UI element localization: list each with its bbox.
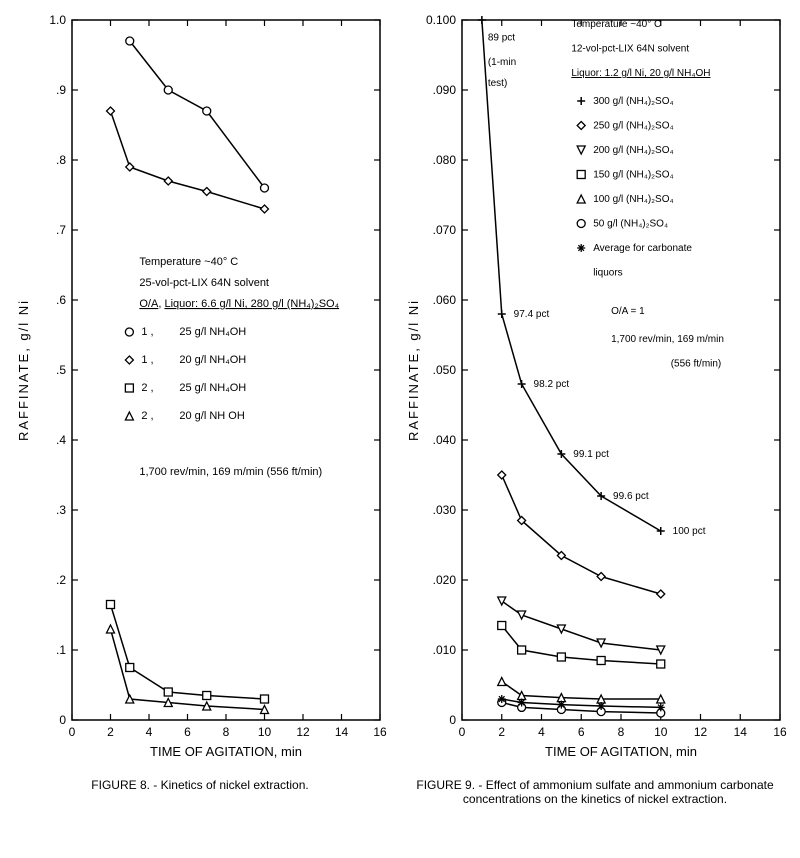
svg-text:0: 0 [69, 725, 76, 739]
svg-text:100 pct: 100 pct [673, 526, 706, 537]
svg-text:.8: .8 [56, 153, 66, 167]
svg-text:.6: .6 [56, 293, 66, 307]
svg-text:1,700 rev/min, 169 m/min (556: 1,700 rev/min, 169 m/min (556 ft/min) [139, 466, 322, 478]
svg-text:16: 16 [773, 725, 787, 739]
svg-text:Temperature ~40° C: Temperature ~40° C [571, 19, 661, 30]
svg-text:12: 12 [694, 725, 708, 739]
svg-text:1.0: 1.0 [49, 13, 66, 27]
svg-text:8: 8 [223, 725, 230, 739]
svg-text:250 g/l (NH₄)₂SO₄: 250 g/l (NH₄)₂SO₄ [593, 121, 673, 132]
svg-text:4: 4 [538, 725, 545, 739]
svg-text:.080: .080 [433, 153, 457, 167]
svg-text:test): test) [488, 78, 507, 89]
svg-text:12: 12 [296, 725, 310, 739]
svg-text:.050: .050 [433, 363, 457, 377]
svg-text:10: 10 [258, 725, 272, 739]
svg-text:10: 10 [654, 725, 668, 739]
svg-text:(1-min: (1-min [488, 57, 516, 68]
svg-text:.1: .1 [56, 643, 66, 657]
svg-text:.070: .070 [433, 223, 457, 237]
svg-text:1 ,: 1 , [141, 326, 153, 338]
svg-text:0: 0 [449, 713, 456, 727]
svg-text:300 g/l (NH₄)₂SO₄: 300 g/l (NH₄)₂SO₄ [593, 96, 673, 107]
svg-text:1 ,: 1 , [141, 354, 153, 366]
svg-text:TIME OF AGITATION, min: TIME OF AGITATION, min [545, 744, 697, 759]
svg-text:14: 14 [335, 725, 349, 739]
figure-9-chart: 0 2 4 6 8 10 12 14 16 0 .010 .020 .030 .040 .050 .060 .0… [400, 10, 790, 770]
svg-text:1,700 rev/min, 169 m/min: 1,700 rev/min, 169 m/min [611, 334, 724, 345]
svg-text:99.1 pct: 99.1 pct [573, 449, 609, 460]
svg-text:Average for carbonate: Average for carbonate [593, 243, 692, 254]
svg-text:12-vol-pct-LIX 64N solvent: 12-vol-pct-LIX 64N solvent [571, 44, 689, 55]
svg-text:25-vol-pct-LIX 64N solvent: 25-vol-pct-LIX 64N solvent [139, 277, 269, 289]
svg-text:.9: .9 [56, 83, 66, 97]
svg-text:liquors: liquors [593, 268, 622, 279]
svg-text:.7: .7 [56, 223, 66, 237]
svg-text:2: 2 [498, 725, 505, 739]
svg-text:2 ,: 2 , [141, 410, 153, 422]
svg-text:RAFFINATE, g/l Ni: RAFFINATE, g/l Ni [406, 299, 421, 441]
svg-text:2 ,: 2 , [141, 382, 153, 394]
svg-text:TIME OF AGITATION, min: TIME OF AGITATION, min [150, 744, 302, 759]
svg-text:.2: .2 [56, 573, 66, 587]
svg-text:25 g/l NH₄OH: 25 g/l NH₄OH [179, 326, 246, 338]
svg-text:25 g/l NH₄OH: 25 g/l NH₄OH [179, 382, 246, 394]
svg-text:.060: .060 [433, 293, 457, 307]
svg-text:16: 16 [373, 725, 387, 739]
figure-8: 0 2 4 6 8 10 12 14 16 0 .1 .2 .3 .4 .5 .6 .7 .8 .9 1.0 TIME … [10, 10, 390, 806]
svg-text:98.2 pct: 98.2 pct [534, 379, 570, 390]
svg-text:200 g/l (NH₄)₂SO₄: 200 g/l (NH₄)₂SO₄ [593, 145, 673, 156]
svg-text:14: 14 [734, 725, 748, 739]
svg-text:6: 6 [184, 725, 191, 739]
svg-text:O/A, Liquor: 6.6 g/l Ni, 280 g: O/A, Liquor: 6.6 g/l Ni, 280 g/l (NH₄)₂S… [139, 298, 339, 310]
figures-row: 0 2 4 6 8 10 12 14 16 0 .1 .2 .3 .4 .5 .6 .7 .8 .9 1.0 TIME … [10, 10, 790, 806]
svg-text:.030: .030 [433, 503, 457, 517]
figure-9: 0 2 4 6 8 10 12 14 16 0 .010 .020 .030 .040 .050 .060 .0… [400, 10, 790, 806]
svg-text:0: 0 [59, 713, 66, 727]
svg-text:99.6 pct: 99.6 pct [613, 491, 649, 502]
svg-text:100 g/l (NH₄)₂SO₄: 100 g/l (NH₄)₂SO₄ [593, 194, 673, 205]
svg-text:Liquor: 1.2 g/l Ni, 20 g/l NH₄: Liquor: 1.2 g/l Ni, 20 g/l NH₄OH [571, 68, 710, 79]
svg-text:20 g/l NH₄OH: 20 g/l NH₄OH [179, 354, 246, 366]
svg-text:8: 8 [618, 725, 625, 739]
figure-9-caption: FIGURE 9. - Effect of ammonium sulfate a… [405, 778, 785, 806]
svg-text:.020: .020 [433, 573, 457, 587]
svg-text:.090: .090 [433, 83, 457, 97]
svg-text:150 g/l (NH₄)₂SO₄: 150 g/l (NH₄)₂SO₄ [593, 170, 673, 181]
svg-text:0: 0 [459, 725, 466, 739]
svg-text:2: 2 [107, 725, 114, 739]
svg-text:Temperature ~40° C: Temperature ~40° C [139, 256, 238, 268]
svg-text:.040: .040 [433, 433, 457, 447]
svg-text:0.100: 0.100 [426, 13, 456, 27]
svg-text:.010: .010 [433, 643, 457, 657]
svg-text:.4: .4 [56, 433, 66, 447]
svg-text:O/A = 1: O/A = 1 [611, 306, 645, 317]
svg-text:.5: .5 [56, 363, 66, 377]
svg-text:89 pct: 89 pct [488, 33, 515, 44]
svg-text:4: 4 [146, 725, 153, 739]
svg-text:20 g/l NH OH: 20 g/l NH OH [179, 410, 244, 422]
figure-8-caption: FIGURE 8. - Kinetics of nickel extractio… [91, 778, 308, 792]
svg-text:97.4 pct: 97.4 pct [514, 309, 550, 320]
svg-text:RAFFINATE, g/l Ni: RAFFINATE, g/l Ni [16, 299, 31, 441]
svg-text:(556 ft/min): (556 ft/min) [671, 359, 722, 370]
svg-text:.3: .3 [56, 503, 66, 517]
svg-text:50 g/l (NH₄)₂SO₄: 50 g/l (NH₄)₂SO₄ [593, 219, 668, 230]
svg-text:6: 6 [578, 725, 585, 739]
figure-8-chart: 0 2 4 6 8 10 12 14 16 0 .1 .2 .3 .4 .5 .6 .7 .8 .9 1.0 TIME … [10, 10, 390, 770]
